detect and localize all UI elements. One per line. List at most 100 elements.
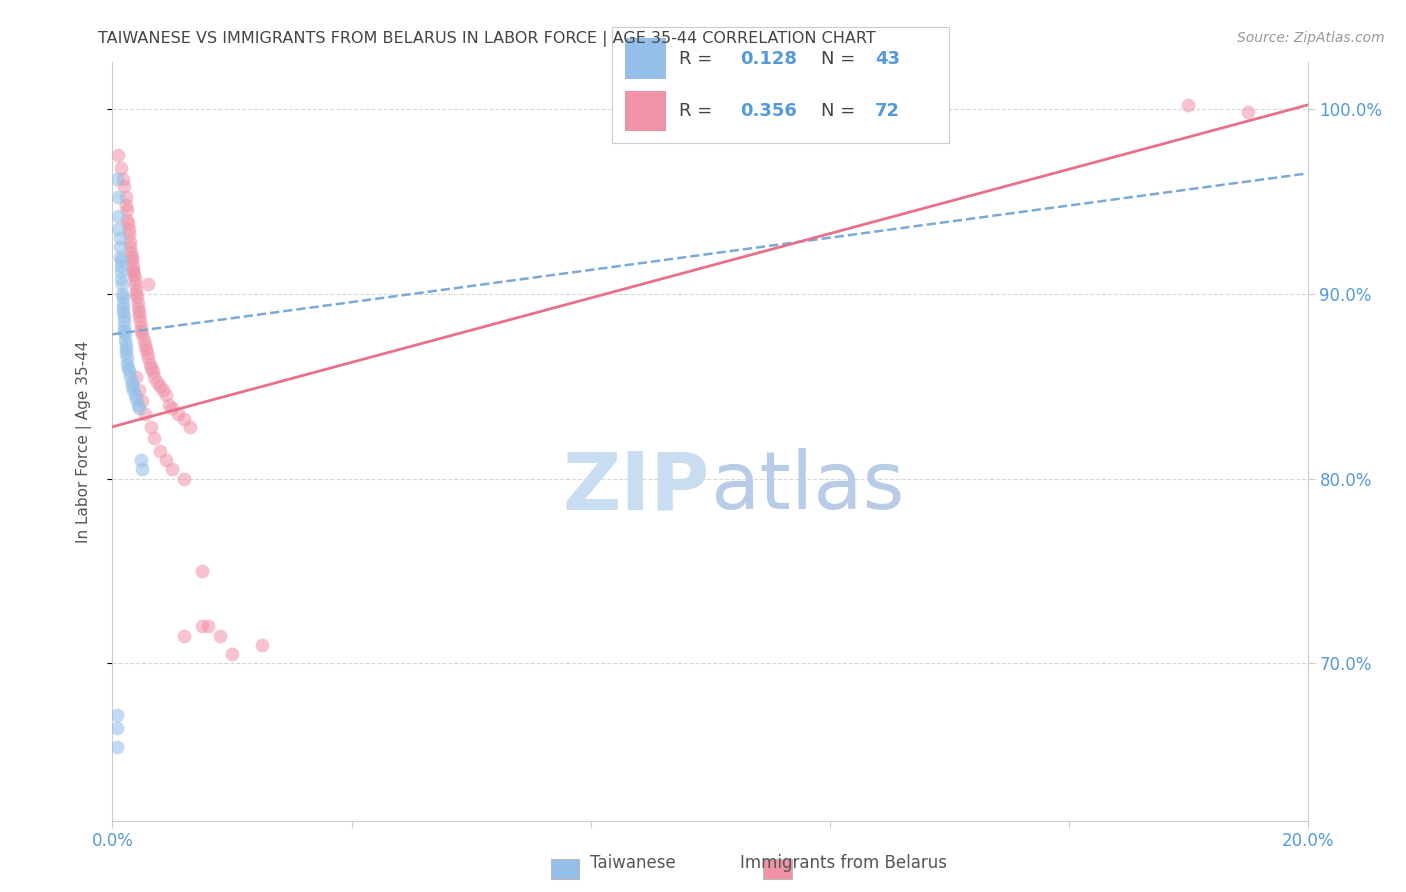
Point	[112, 305, 135, 319]
Point	[132, 333, 155, 347]
Point	[138, 357, 160, 371]
Point	[152, 383, 174, 397]
Point	[107, 148, 129, 162]
Point	[117, 360, 139, 375]
Text: R =: R =	[679, 102, 718, 120]
Point	[128, 383, 150, 397]
Text: R =: R =	[679, 50, 718, 68]
Point	[108, 231, 131, 245]
Point	[125, 286, 148, 301]
Point	[173, 412, 195, 426]
Point	[111, 277, 134, 292]
Point	[142, 364, 165, 378]
Point	[128, 401, 150, 416]
Point	[124, 277, 146, 292]
Point	[107, 190, 129, 204]
Point	[108, 240, 131, 254]
Point	[117, 357, 139, 371]
Point	[155, 453, 177, 467]
Y-axis label: In Labor Force | Age 35-44: In Labor Force | Age 35-44	[76, 341, 91, 542]
Point	[157, 398, 180, 412]
Point	[129, 319, 152, 334]
Text: Taiwanese: Taiwanese	[591, 855, 675, 872]
Point	[135, 342, 157, 356]
Text: 43: 43	[875, 50, 900, 68]
Point	[121, 259, 143, 273]
Point	[107, 222, 129, 236]
Point	[250, 638, 273, 652]
Point	[141, 419, 163, 434]
Point	[110, 259, 132, 273]
Point	[173, 629, 195, 643]
Point	[128, 309, 150, 323]
Point	[117, 212, 139, 227]
Point	[117, 216, 139, 230]
Point	[125, 283, 148, 297]
Point	[120, 246, 142, 260]
Point	[105, 739, 128, 754]
Text: 0.356: 0.356	[740, 102, 797, 120]
Text: N =: N =	[821, 50, 860, 68]
Point	[108, 250, 131, 264]
Point	[122, 383, 145, 397]
Text: Source: ZipAtlas.com: Source: ZipAtlas.com	[1237, 31, 1385, 45]
Point	[167, 407, 190, 421]
Point	[131, 393, 153, 408]
Point	[129, 314, 152, 328]
Point	[143, 431, 166, 445]
Point	[112, 309, 135, 323]
Point	[138, 351, 160, 366]
Text: 0.128: 0.128	[740, 50, 797, 68]
Point	[138, 277, 160, 292]
Point	[149, 443, 172, 458]
Text: 72: 72	[875, 102, 900, 120]
Point	[112, 172, 135, 186]
Point	[125, 369, 148, 384]
Point	[111, 286, 134, 301]
Point	[122, 264, 145, 278]
Point	[124, 272, 146, 286]
Point	[120, 240, 142, 254]
Point	[118, 227, 141, 242]
Point	[110, 264, 132, 278]
Point	[114, 338, 136, 352]
Point	[141, 360, 163, 375]
Point	[125, 392, 148, 406]
Point	[112, 301, 135, 316]
Point	[143, 369, 166, 384]
Point	[136, 345, 159, 359]
Point	[114, 319, 135, 334]
Point	[127, 301, 149, 316]
Text: ZIP: ZIP	[562, 448, 710, 526]
Point	[134, 338, 156, 352]
Point	[114, 342, 136, 356]
Point	[118, 235, 141, 249]
Point	[114, 198, 136, 212]
Point	[114, 179, 135, 194]
Point	[122, 264, 145, 278]
Point	[107, 209, 129, 223]
Point	[122, 268, 145, 282]
Point	[127, 296, 149, 310]
Point	[129, 324, 152, 338]
Point	[105, 721, 128, 735]
Point	[191, 564, 214, 578]
Text: N =: N =	[821, 102, 860, 120]
Point	[149, 379, 172, 393]
Point	[118, 364, 141, 378]
Point	[117, 222, 139, 236]
Point	[134, 407, 156, 421]
Point	[114, 327, 136, 342]
Point	[131, 327, 153, 342]
Bar	[626, 38, 665, 79]
Point	[162, 401, 183, 416]
Point	[115, 203, 138, 218]
Point	[114, 333, 136, 347]
Point	[124, 388, 146, 402]
Point	[115, 351, 138, 366]
Point	[121, 376, 143, 390]
Point	[121, 250, 143, 264]
Point	[111, 296, 134, 310]
Point	[125, 290, 148, 304]
Text: TAIWANESE VS IMMIGRANTS FROM BELARUS IN LABOR FORCE | AGE 35-44 CORRELATION CHAR: TAIWANESE VS IMMIGRANTS FROM BELARUS IN …	[98, 31, 876, 47]
